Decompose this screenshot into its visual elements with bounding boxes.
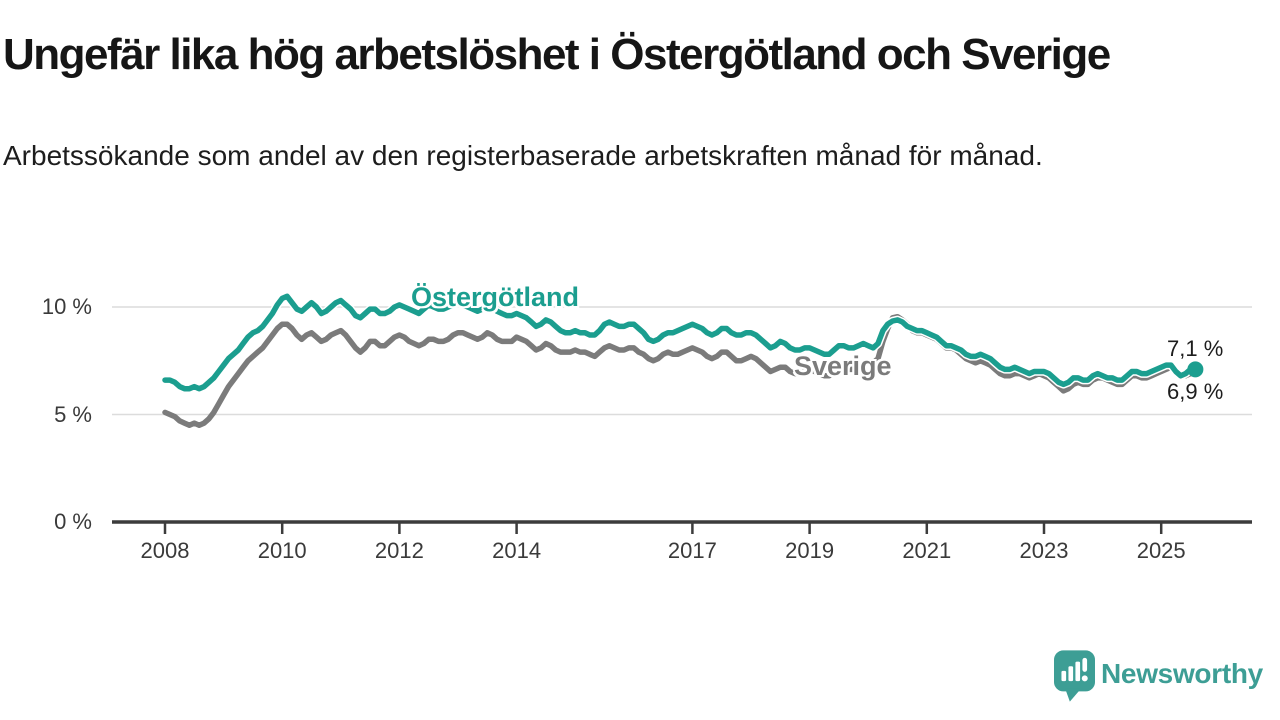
x-tick-label: 2021 — [902, 538, 952, 563]
y-tick-label: 10 % — [41, 294, 92, 319]
brand-name: Newsworthy — [1101, 658, 1263, 689]
x-tick-label: 2019 — [785, 538, 835, 563]
series-label-sverige: Sverige — [794, 351, 892, 381]
end-value-sverige: 6,9 % — [1167, 379, 1224, 404]
page-title: Ungefär lika hög arbetslöshet i Östergöt… — [3, 30, 1111, 79]
bar-chart-glyph — [1061, 657, 1088, 682]
x-tick-label: 2008 — [140, 538, 190, 563]
data-series-lines — [160, 292, 1204, 429]
series-label-ostergotland: Östergötland — [411, 282, 580, 312]
x-tick-label: 2025 — [1136, 538, 1186, 563]
end-value-ostergotland: 7,1 % — [1167, 336, 1224, 361]
x-axis-line — [112, 520, 1252, 534]
page-subtitle: Arbetssökande som andel av den registerb… — [3, 140, 1043, 171]
x-tick-label: 2010 — [257, 538, 307, 563]
x-tick-label: 2017 — [667, 538, 717, 563]
x-tick-label: 2012 — [374, 538, 424, 563]
newsworthy-logo-icon — [1054, 650, 1095, 702]
x-tick-label: 2014 — [492, 538, 542, 563]
y-tick-label: 0 % — [54, 509, 92, 534]
y-tick-label: 5 % — [54, 401, 92, 427]
x-tick-label: 2023 — [1019, 538, 1069, 563]
newsworthy-brand: Newsworthy — [1054, 650, 1263, 703]
